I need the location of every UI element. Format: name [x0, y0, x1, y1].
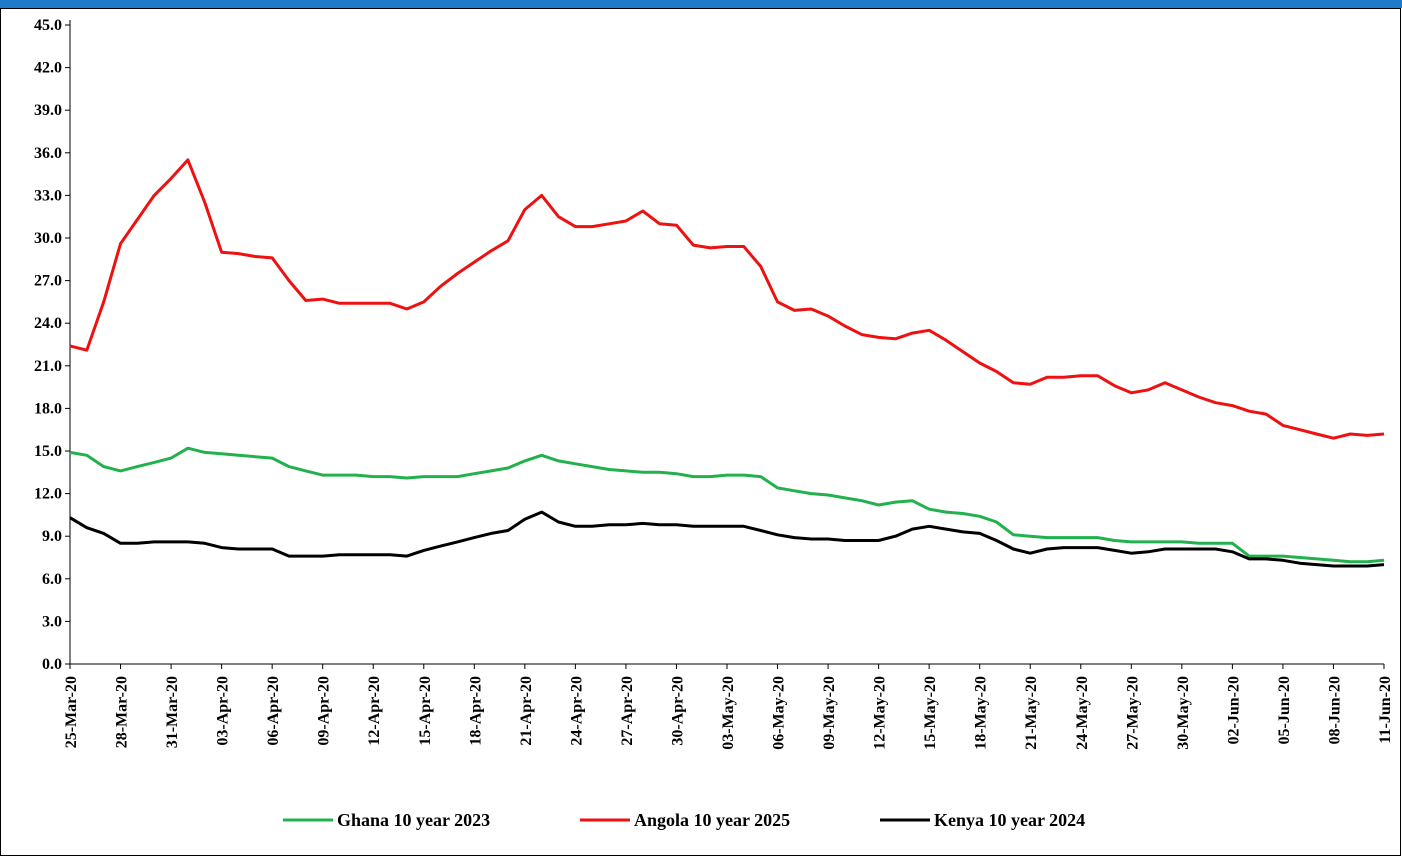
- x-tick-label: 05-Jun-20: [1276, 676, 1293, 744]
- y-tick-label: 12.0: [34, 486, 62, 503]
- y-tick-label: 21.0: [34, 358, 62, 375]
- y-tick-label: 36.0: [34, 145, 62, 162]
- x-tick-label: 28-Mar-20: [114, 676, 131, 748]
- y-tick-label: 39.0: [34, 102, 62, 119]
- frame: [0, 8, 1401, 856]
- x-tick-label: 30-May-20: [1175, 676, 1192, 750]
- x-tick-label: 18-May-20: [973, 676, 990, 750]
- y-tick-label: 30.0: [34, 230, 62, 247]
- x-tick-label: 11-Jun-20: [1377, 676, 1394, 744]
- y-tick-label: 6.0: [42, 571, 62, 588]
- y-tick-label: 27.0: [34, 273, 62, 290]
- x-tick-label: 03-Apr-20: [215, 676, 232, 746]
- x-tick-label: 31-Mar-20: [164, 676, 181, 748]
- x-tick-label: 08-Jun-20: [1326, 676, 1343, 744]
- legend-label: Angola 10 year 2025: [634, 810, 790, 830]
- x-tick-label: 15-Apr-20: [417, 676, 434, 746]
- top-bar: [0, 0, 1402, 8]
- x-tick-label: 12-Apr-20: [366, 676, 383, 746]
- y-tick-label: 0.0: [42, 656, 62, 673]
- x-tick-label: 09-May-20: [821, 676, 838, 750]
- x-tick-label: 27-May-20: [1124, 676, 1141, 750]
- series-line: [69, 158, 1385, 440]
- x-tick-label: 12-May-20: [872, 676, 889, 750]
- x-tick-label: 03-May-20: [720, 676, 737, 750]
- legend-label: Kenya 10 year 2024: [934, 810, 1085, 830]
- x-tick-label: 15-May-20: [922, 676, 939, 750]
- x-tick-label: 24-May-20: [1074, 676, 1091, 750]
- series-line: [69, 510, 1385, 568]
- y-tick-label: 42.0: [34, 60, 62, 77]
- y-tick-label: 3.0: [42, 613, 62, 630]
- y-tick-label: 24.0: [34, 315, 62, 332]
- y-tick-label: 45.0: [34, 17, 62, 34]
- legend-label: Ghana 10 year 2023: [337, 810, 490, 830]
- y-tick-label: 18.0: [34, 400, 62, 417]
- x-tick-label: 24-Apr-20: [568, 676, 585, 746]
- x-tick-label: 30-Apr-20: [669, 676, 686, 746]
- x-tick-label: 27-Apr-20: [619, 676, 636, 746]
- x-tick-label: 21-Apr-20: [518, 676, 535, 746]
- x-tick-label: 06-Apr-20: [265, 676, 282, 746]
- x-tick-label: 09-Apr-20: [316, 676, 333, 746]
- x-tick-label: 21-May-20: [1023, 676, 1040, 750]
- y-tick-label: 15.0: [34, 443, 62, 460]
- series-line: [69, 446, 1385, 564]
- x-tick-label: 02-Jun-20: [1225, 676, 1242, 744]
- x-tick-label: 06-May-20: [771, 676, 788, 750]
- y-tick-label: 9.0: [42, 528, 62, 545]
- y-tick-label: 33.0: [34, 187, 62, 204]
- x-tick-label: 25-Mar-20: [63, 676, 80, 748]
- x-tick-label: 18-Apr-20: [467, 676, 484, 746]
